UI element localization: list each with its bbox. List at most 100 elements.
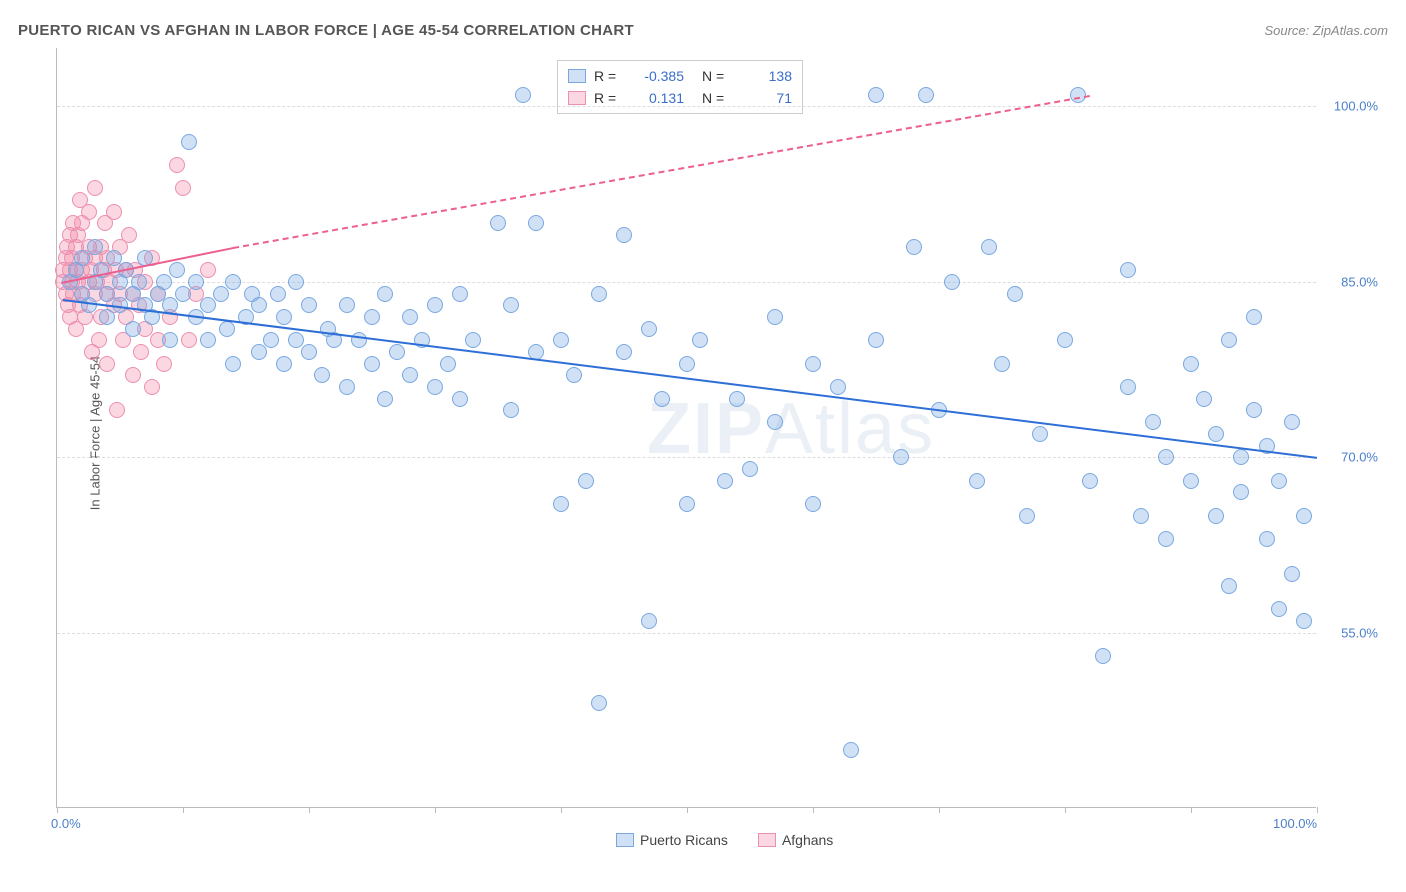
data-point xyxy=(1082,473,1098,489)
x-tick xyxy=(1317,807,1318,813)
x-tick xyxy=(435,807,436,813)
data-point xyxy=(225,356,241,372)
y-tick-label: 85.0% xyxy=(1341,274,1378,289)
data-point xyxy=(225,274,241,290)
data-point xyxy=(1183,473,1199,489)
data-point xyxy=(868,332,884,348)
data-point xyxy=(156,274,172,290)
data-point xyxy=(81,297,97,313)
data-point xyxy=(1284,414,1300,430)
data-point xyxy=(578,473,594,489)
data-point xyxy=(169,157,185,173)
data-point xyxy=(767,309,783,325)
data-point xyxy=(162,297,178,313)
data-point xyxy=(918,87,934,103)
series-legend: Puerto RicansAfghans xyxy=(616,832,833,848)
data-point xyxy=(1271,473,1287,489)
x-tick xyxy=(813,807,814,813)
legend-r-label: R = xyxy=(594,68,624,84)
data-point xyxy=(364,356,380,372)
data-point xyxy=(81,204,97,220)
data-point xyxy=(1296,508,1312,524)
gridline-h xyxy=(57,106,1316,107)
legend-n-value: 71 xyxy=(740,90,792,106)
data-point xyxy=(1196,391,1212,407)
data-point xyxy=(1070,87,1086,103)
plot-wrap: In Labor Force | Age 45-54 ZIPAtlas R =-… xyxy=(56,48,1376,818)
data-point xyxy=(843,742,859,758)
source-label: Source: ZipAtlas.com xyxy=(1264,23,1388,38)
data-point xyxy=(125,367,141,383)
data-point xyxy=(490,215,506,231)
data-point xyxy=(1208,426,1224,442)
legend-swatch xyxy=(758,833,776,847)
data-point xyxy=(175,180,191,196)
gridline-h xyxy=(57,282,1316,283)
x-tick xyxy=(939,807,940,813)
data-point xyxy=(591,286,607,302)
legend-swatch xyxy=(568,91,586,105)
x-tick xyxy=(309,807,310,813)
data-point xyxy=(91,332,107,348)
data-point xyxy=(276,309,292,325)
data-point xyxy=(679,356,695,372)
data-point xyxy=(1183,356,1199,372)
data-point xyxy=(515,87,531,103)
data-point xyxy=(503,402,519,418)
data-point xyxy=(717,473,733,489)
data-point xyxy=(805,496,821,512)
data-point xyxy=(616,227,632,243)
data-point xyxy=(270,286,286,302)
x-tick xyxy=(1191,807,1192,813)
data-point xyxy=(144,379,160,395)
data-point xyxy=(121,227,137,243)
chart-title: PUERTO RICAN VS AFGHAN IN LABOR FORCE | … xyxy=(18,22,634,39)
data-point xyxy=(402,309,418,325)
data-point xyxy=(729,391,745,407)
data-point xyxy=(364,309,380,325)
data-point xyxy=(251,297,267,313)
data-point xyxy=(301,344,317,360)
data-point xyxy=(654,391,670,407)
x-tick xyxy=(57,807,58,813)
data-point xyxy=(106,204,122,220)
legend-r-value: 0.131 xyxy=(632,90,684,106)
x-tick-label: 0.0% xyxy=(51,816,81,831)
data-point xyxy=(1007,286,1023,302)
data-point xyxy=(679,496,695,512)
x-tick xyxy=(561,807,562,813)
data-point xyxy=(1284,566,1300,582)
data-point xyxy=(805,356,821,372)
trend-line-dash xyxy=(233,95,1090,249)
data-point xyxy=(175,286,191,302)
data-point xyxy=(219,321,235,337)
data-point xyxy=(1158,449,1174,465)
data-point xyxy=(169,262,185,278)
legend-r-label: R = xyxy=(594,90,624,106)
data-point xyxy=(1259,531,1275,547)
data-point xyxy=(133,344,149,360)
plot-area: ZIPAtlas R =-0.385N =138R =0.131N =71 55… xyxy=(56,48,1316,808)
data-point xyxy=(1271,601,1287,617)
data-point xyxy=(162,332,178,348)
data-point xyxy=(276,356,292,372)
data-point xyxy=(1221,578,1237,594)
data-point xyxy=(616,344,632,360)
legend-label: Afghans xyxy=(782,832,833,848)
data-point xyxy=(591,695,607,711)
data-point xyxy=(1032,426,1048,442)
data-point xyxy=(131,274,147,290)
data-point xyxy=(1019,508,1035,524)
data-point xyxy=(377,286,393,302)
data-point xyxy=(1133,508,1149,524)
data-point xyxy=(87,180,103,196)
legend-n-label: N = xyxy=(702,90,732,106)
data-point xyxy=(181,332,197,348)
x-tick xyxy=(687,807,688,813)
data-point xyxy=(301,297,317,313)
data-point xyxy=(1246,309,1262,325)
legend-swatch xyxy=(616,833,634,847)
data-point xyxy=(1145,414,1161,430)
data-point xyxy=(465,332,481,348)
data-point xyxy=(402,367,418,383)
